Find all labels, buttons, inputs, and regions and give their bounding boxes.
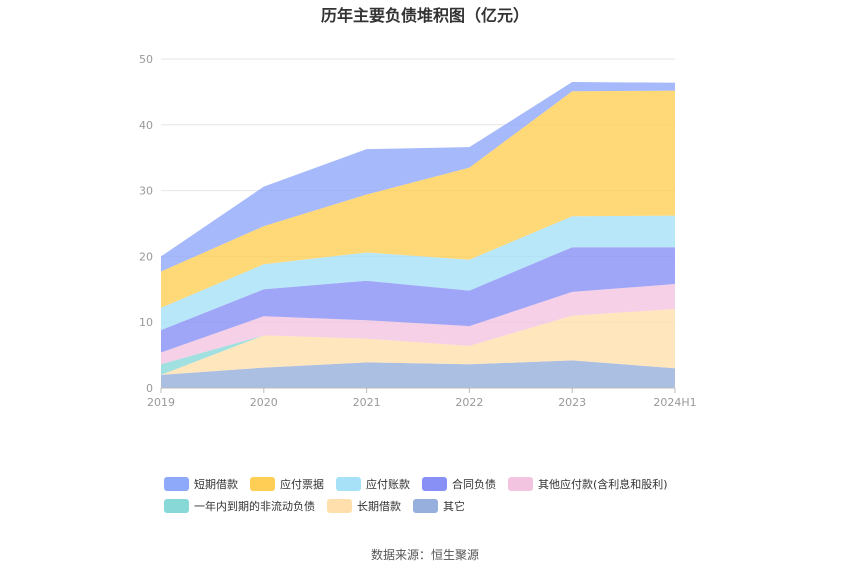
y-tick-label: 30	[139, 185, 153, 198]
legend: 短期借款 应付票据 应付账款 合同负债 其他应付款(含利息和股利) 一年内到期的非流动负…	[164, 473, 724, 517]
y-tick-label: 50	[139, 53, 153, 66]
y-tick-label: 0	[146, 382, 153, 395]
area-series: 合同负债	[161, 247, 675, 353]
area-series: 其他应付款(含利息和股利)	[161, 284, 675, 365]
legend-item[interactable]: 其它	[413, 498, 465, 514]
legend-item[interactable]: 应付账款	[336, 476, 410, 492]
legend-swatch	[327, 499, 352, 513]
data-source: 数据来源：恒生聚源	[370, 548, 479, 562]
legend-swatch	[336, 477, 361, 491]
chart-title: 历年主要负债堆积图（亿元）	[320, 6, 529, 25]
legend-label: 应付票据	[280, 478, 324, 491]
legend-label: 一年内到期的非流动负债	[194, 500, 315, 513]
y-tick-label: 40	[139, 119, 153, 132]
legend-label: 应付账款	[366, 478, 410, 491]
legend-item[interactable]: 长期借款	[327, 498, 401, 514]
legend-swatch	[422, 477, 447, 491]
x-tick-label: 2024H1	[653, 396, 696, 409]
area-series: 应付账款	[161, 215, 675, 331]
x-tick-label: 2020	[250, 396, 278, 409]
legend-swatch	[250, 477, 275, 491]
area-layer: 其它长期借款一年内到期的非流动负债其他应付款(含利息和股利)合同负债应付账款应付…	[161, 82, 675, 388]
area-series: 其它	[161, 360, 675, 388]
y-tick-label: 20	[139, 250, 153, 263]
y-tick-label: 10	[139, 316, 153, 329]
legend-item[interactable]: 应付票据	[250, 476, 324, 492]
legend-item[interactable]: 合同负债	[422, 476, 496, 492]
legend-label: 其他应付款(含利息和股利)	[538, 478, 668, 491]
legend-label: 短期借款	[194, 478, 238, 491]
legend-swatch	[413, 499, 438, 513]
legend-swatch	[508, 477, 533, 491]
legend-row: 一年内到期的非流动负债 长期借款 其它	[164, 495, 724, 517]
legend-swatch	[164, 477, 189, 491]
legend-item[interactable]: 其他应付款(含利息和股利)	[508, 476, 668, 492]
legend-row: 短期借款 应付票据 应付账款 合同负债 其他应付款(含利息和股利)	[164, 473, 724, 495]
legend-label: 合同负债	[452, 478, 496, 491]
area-series: 短期借款	[161, 82, 675, 272]
x-tick-label: 2023	[558, 396, 586, 409]
legend-label: 长期借款	[357, 500, 401, 513]
x-tick-label: 2021	[353, 396, 381, 409]
legend-label: 其它	[443, 500, 465, 513]
area-series: 应付票据	[161, 90, 675, 308]
axis-layer: 0 10 20 30 40 50 2019 2020 2021 2022 2023 2024H1	[139, 53, 697, 409]
x-tick-label: 2019	[147, 396, 175, 409]
area-series: 长期借款	[161, 309, 675, 375]
legend-item[interactable]: 短期借款	[164, 476, 238, 492]
legend-swatch	[164, 499, 189, 513]
x-tick-label: 2022	[455, 396, 483, 409]
legend-item[interactable]: 一年内到期的非流动负债	[164, 498, 315, 514]
